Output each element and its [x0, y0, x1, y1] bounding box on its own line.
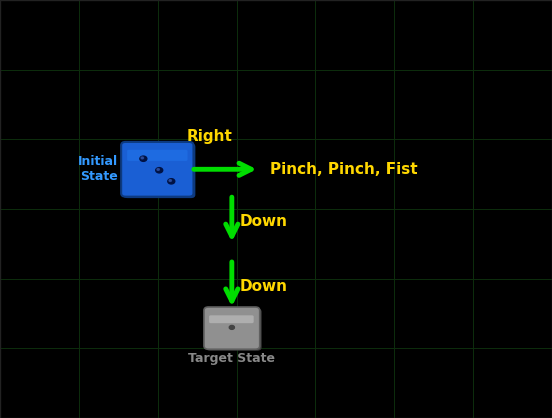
Text: Right: Right [187, 129, 233, 144]
FancyBboxPatch shape [209, 315, 254, 323]
Text: Initial
State: Initial State [78, 155, 118, 183]
FancyBboxPatch shape [121, 142, 193, 197]
FancyBboxPatch shape [204, 307, 260, 349]
Circle shape [141, 157, 144, 159]
FancyBboxPatch shape [123, 143, 195, 198]
Text: Pinch, Pinch, Fist: Pinch, Pinch, Fist [270, 162, 418, 177]
Circle shape [168, 178, 175, 184]
FancyBboxPatch shape [206, 308, 262, 351]
Circle shape [140, 156, 147, 161]
Text: Down: Down [240, 279, 288, 294]
Text: Down: Down [240, 214, 288, 229]
Circle shape [156, 168, 163, 173]
Circle shape [229, 326, 235, 329]
Circle shape [157, 168, 160, 171]
FancyBboxPatch shape [127, 150, 188, 161]
Circle shape [169, 180, 172, 181]
Text: Target State: Target State [188, 352, 275, 365]
